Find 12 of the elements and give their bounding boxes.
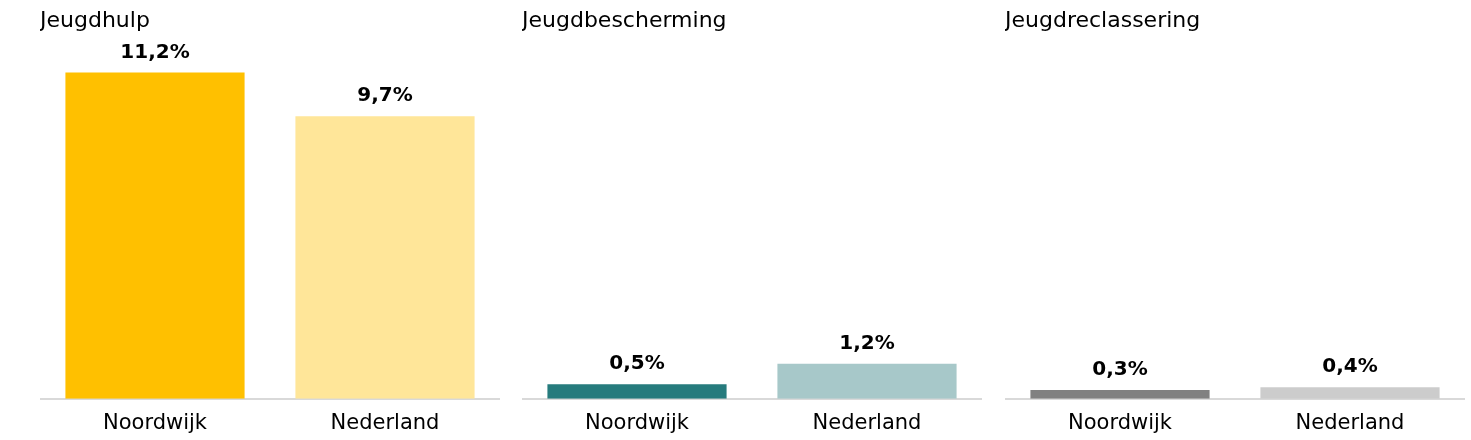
- x-tick-label: Noordwijk: [1067, 409, 1173, 434]
- x-tick-label: Noordwijk: [102, 409, 208, 434]
- data-label: 11,2%: [120, 38, 190, 63]
- data-label: 9,7%: [357, 82, 413, 107]
- x-tick-label: Nederland: [812, 409, 922, 434]
- data-label: 1,2%: [839, 330, 895, 355]
- data-label: 0,4%: [1322, 353, 1378, 378]
- x-tick-label: Noordwijk: [584, 409, 690, 434]
- x-tick-label: Nederland: [1295, 409, 1405, 434]
- data-label: 0,5%: [609, 350, 665, 375]
- x-tick-label: Nederland: [330, 409, 440, 434]
- data-label: 0,3%: [1092, 356, 1148, 381]
